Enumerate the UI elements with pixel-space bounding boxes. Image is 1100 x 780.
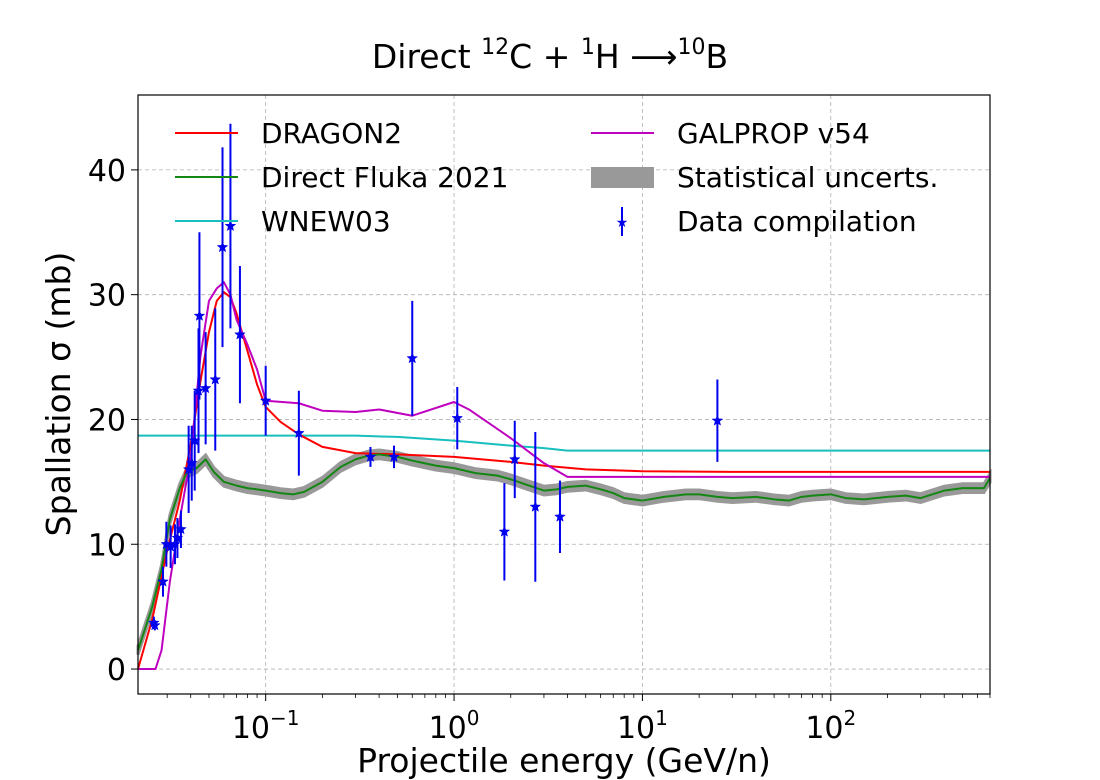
data-point bbox=[508, 453, 521, 465]
y-tick-label: 10 bbox=[88, 528, 126, 563]
data-point bbox=[234, 328, 246, 340]
data-point bbox=[169, 538, 181, 550]
data-point bbox=[175, 523, 187, 535]
y-tick-label: 0 bbox=[107, 653, 126, 688]
legend-label-fluka: Direct Fluka 2021 bbox=[261, 161, 508, 194]
x-tick-label: 102 bbox=[805, 706, 856, 746]
legend-label-band: Statistical uncerts. bbox=[677, 161, 938, 194]
legend: DRAGON2 Direct Fluka 2021 WNEW03 GALPROP… bbox=[175, 117, 938, 238]
data-point bbox=[364, 450, 377, 462]
data-point bbox=[406, 352, 419, 364]
data-point bbox=[157, 575, 169, 587]
grid-lines bbox=[138, 95, 990, 694]
data-point bbox=[216, 241, 229, 253]
legend-swatch-band bbox=[591, 167, 654, 188]
y-axis-label: Spallation σ (mb) bbox=[39, 252, 78, 537]
legend-label-dragon2: DRAGON2 bbox=[261, 117, 402, 150]
plot-frame bbox=[137, 94, 991, 695]
x-tick-label: 10−1 bbox=[232, 706, 300, 746]
data-point bbox=[451, 411, 464, 424]
data-point bbox=[498, 525, 511, 537]
data-points-layer bbox=[147, 123, 724, 631]
data-point bbox=[711, 414, 724, 426]
series-line-wnew03 bbox=[138, 434, 990, 452]
x-tick-label: 101 bbox=[617, 706, 668, 746]
y-tick-label: 30 bbox=[88, 279, 126, 314]
data-point bbox=[259, 394, 272, 406]
legend-label-data: Data compilation bbox=[677, 205, 917, 238]
data-point bbox=[193, 309, 206, 321]
legend-label-wnew03: WNEW03 bbox=[261, 205, 391, 238]
legend-swatch-data-star: ★ bbox=[616, 215, 629, 231]
y-tick-label: 20 bbox=[88, 403, 126, 438]
y-tick-label: 40 bbox=[88, 154, 126, 189]
legend-label-galprop: GALPROP v54 bbox=[677, 117, 870, 150]
data-point bbox=[209, 373, 222, 385]
data-point bbox=[199, 382, 212, 394]
series-line-fluka bbox=[137, 453, 991, 651]
data-point bbox=[148, 619, 161, 631]
plot-area bbox=[136, 95, 992, 694]
chart-title: Direct 12C + 1H ⟶10B bbox=[372, 35, 728, 76]
x-tick-label: 100 bbox=[429, 706, 480, 746]
data-point bbox=[224, 219, 237, 232]
data-point bbox=[388, 450, 400, 462]
x-axis-label: Projectile energy (GeV/n) bbox=[357, 741, 771, 780]
data-point bbox=[292, 426, 305, 439]
data-point bbox=[529, 500, 542, 512]
data-point bbox=[554, 510, 566, 522]
